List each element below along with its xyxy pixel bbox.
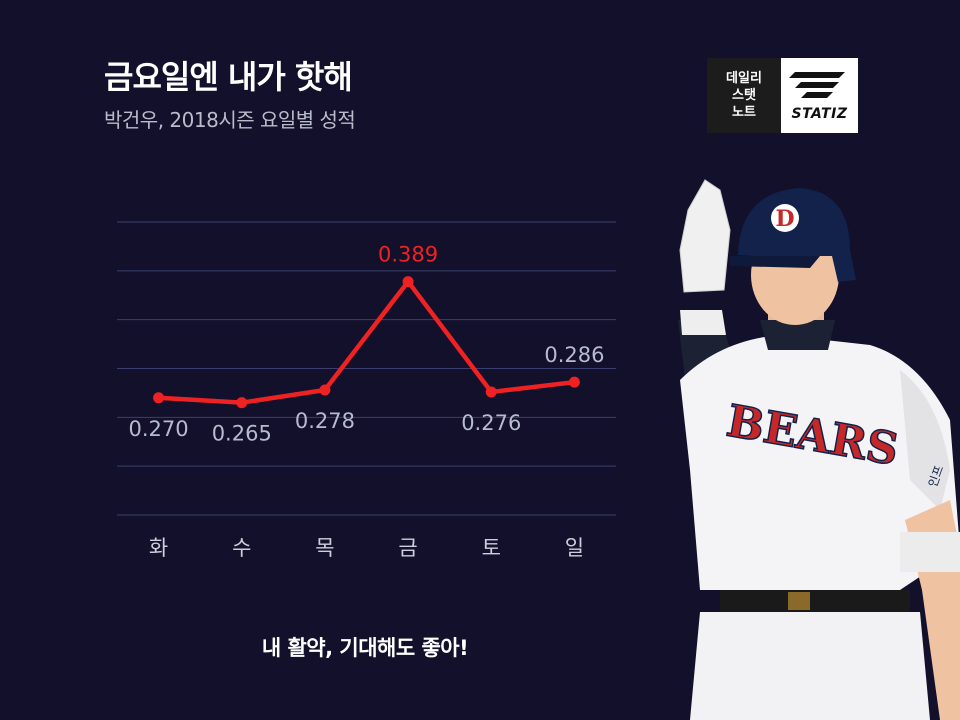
data-point [402,276,414,288]
data-point [319,384,331,396]
data-label: 0.265 [212,422,272,446]
footer-caption: 내 활약, 기대해도 좋아! [261,636,469,660]
x-tick-label: 토 [482,536,501,560]
data-label: 0.389 [378,243,438,267]
chart-grid [117,221,616,516]
data-point [485,386,497,398]
statiz-stripes-icon [789,72,845,98]
data-label: 0.286 [544,343,604,367]
daily-stat-note-badge: 데일리 스탯 노트 [707,58,781,133]
data-label: 0.278 [295,409,355,433]
helmet-logo: D [775,206,794,232]
x-tick-label: 수 [232,536,251,560]
series-line [156,279,577,405]
player-photo: D BEARS 인프 [678,179,960,720]
statiz-logo: 데일리 스탯 노트 STATIZ [707,58,858,133]
statiz-brand: STATIZ [781,58,858,133]
badge-line-2: 스탯 [732,88,756,103]
badge-line-3: 노트 [732,105,756,120]
x-tick-label: 금 [398,536,417,560]
chart-series: 0.270 0.265 0.278 0.389 0.276 0.286 [129,243,605,446]
data-point [153,392,165,404]
x-tick-label: 화 [149,536,168,560]
data-point [236,397,248,409]
x-tick-label: 목 [315,536,334,560]
data-point [568,376,580,388]
data-label: 0.270 [129,417,189,441]
data-label: 0.276 [461,411,521,435]
page-subtitle: 박건우, 2018시즌 요일별 성적 [104,108,356,132]
page-title: 금요일엔 내가 핫해 [104,58,353,96]
x-tick-label: 일 [565,536,584,560]
statiz-wordmark: STATIZ [791,106,848,122]
badge-line-1: 데일리 [726,71,762,86]
